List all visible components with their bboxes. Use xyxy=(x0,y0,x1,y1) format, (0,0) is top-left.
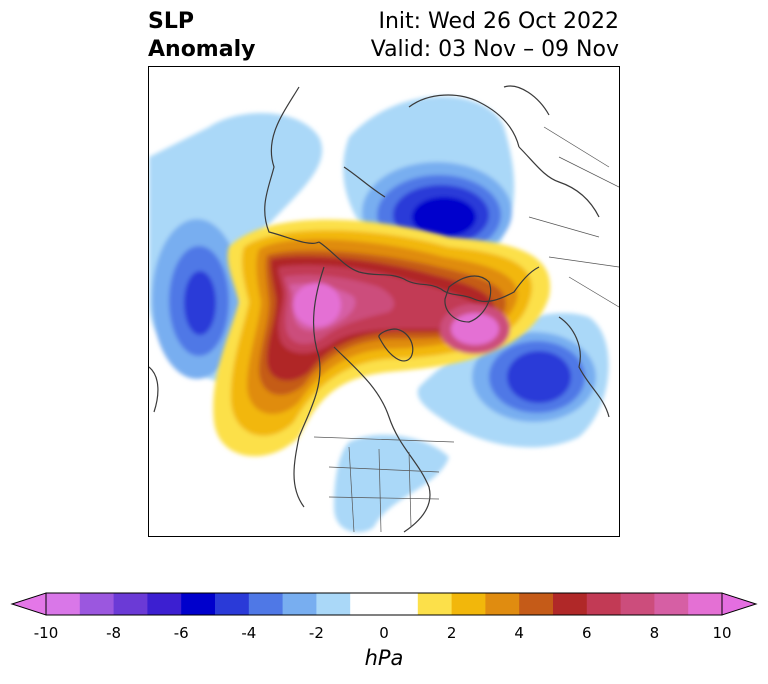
colorbar-tick-label: -6 xyxy=(173,624,189,642)
colorbar-swatch xyxy=(113,593,148,615)
colorbar xyxy=(10,592,758,616)
country-borders xyxy=(313,126,619,533)
colorbar-tick-label: 8 xyxy=(649,624,660,642)
colorbar-tick-label: -8 xyxy=(106,624,122,642)
init-date: Init: Wed 26 Oct 2022 xyxy=(378,9,619,34)
colorbar-extend-over xyxy=(721,592,758,616)
colorbar-swatch xyxy=(181,593,216,615)
colorbar-unit: hPa xyxy=(364,646,404,670)
coastlines xyxy=(149,85,610,533)
colorbar-swatch xyxy=(620,593,655,615)
map-title: SLP Anomaly xyxy=(148,8,255,64)
colorbar-swatch xyxy=(215,593,250,615)
colorbar-tick-label: -10 xyxy=(33,624,59,642)
colorbar-tick-label: 6 xyxy=(582,624,592,642)
colorbar-swatch xyxy=(586,593,622,615)
valid-range: Valid: 03 Nov – 09 Nov xyxy=(370,37,619,62)
colorbar-tick-label: 10 xyxy=(712,624,732,642)
colorbar-tick-label: -4 xyxy=(241,624,257,642)
colorbar-extend-under xyxy=(10,592,47,616)
colorbar-tick-label: 0 xyxy=(379,624,389,642)
colorbar-swatch xyxy=(350,593,385,615)
colorbar-swatch xyxy=(248,593,284,615)
colorbar-swatch xyxy=(79,593,115,615)
title-line-1: SLP xyxy=(148,9,194,34)
colorbar-swatch xyxy=(519,593,554,615)
colorbar-swatch xyxy=(316,593,351,615)
colorbar-tick-label: 2 xyxy=(446,624,457,642)
colorbar-swatch xyxy=(688,593,723,615)
colorbar-swatch xyxy=(384,593,419,615)
colorbar-swatch xyxy=(417,593,453,615)
title-line-2: Anomaly xyxy=(148,37,256,62)
negative-center-north-atlantic xyxy=(417,313,609,448)
colorbar-swatch xyxy=(46,593,81,615)
colorbar-tick-label: -2 xyxy=(308,624,324,642)
colorbar-swatch xyxy=(485,593,520,615)
map-panel xyxy=(148,66,620,537)
colorbar-swatch xyxy=(451,593,486,615)
colorbar-swatch xyxy=(553,593,588,615)
colorbar-swatch xyxy=(147,593,182,615)
colorbar-frame xyxy=(45,592,723,616)
anomaly-map xyxy=(149,67,619,536)
forecast-dates: Init: Wed 26 Oct 2022 Valid: 03 Nov – 09… xyxy=(371,8,619,64)
colorbar-swatch xyxy=(654,593,689,615)
colorbar-tick-label: 4 xyxy=(514,624,524,642)
colorbar-swatch xyxy=(282,593,317,615)
negative-area-north-america xyxy=(334,434,449,533)
